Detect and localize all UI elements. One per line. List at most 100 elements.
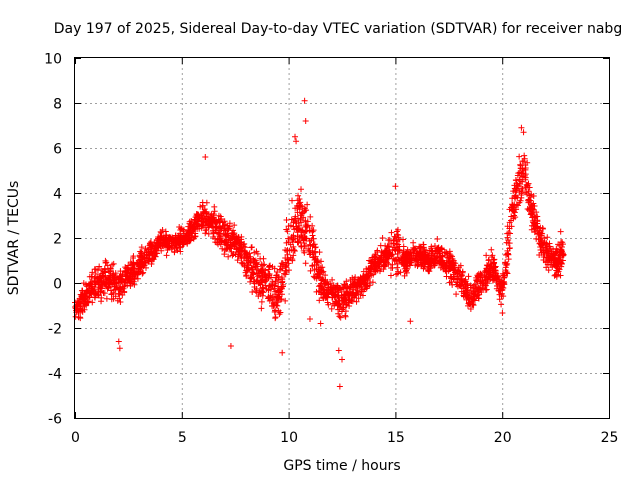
data-point bbox=[393, 228, 400, 235]
y-tick-label: 6 bbox=[53, 142, 62, 158]
data-point bbox=[557, 246, 564, 253]
data-point bbox=[247, 274, 254, 281]
data-point bbox=[105, 275, 112, 282]
data-point bbox=[554, 269, 561, 276]
data-point bbox=[211, 208, 218, 215]
data-point bbox=[336, 383, 343, 390]
data-point bbox=[353, 298, 360, 305]
data-point bbox=[237, 253, 244, 260]
data-point bbox=[463, 292, 470, 299]
data-point bbox=[302, 118, 309, 124]
data-point bbox=[311, 256, 318, 263]
data-point bbox=[513, 201, 520, 208]
data-point bbox=[153, 244, 160, 251]
data-point bbox=[313, 265, 320, 272]
data-point bbox=[117, 298, 124, 305]
data-point bbox=[314, 259, 321, 266]
data-point bbox=[526, 198, 533, 205]
data-point bbox=[460, 293, 467, 300]
data-point bbox=[411, 246, 418, 253]
data-point bbox=[279, 265, 286, 272]
data-point bbox=[292, 133, 299, 140]
data-point bbox=[275, 277, 282, 284]
data-point bbox=[95, 278, 102, 285]
data-point bbox=[405, 250, 412, 257]
data-point bbox=[210, 211, 217, 218]
data-point bbox=[458, 275, 465, 282]
data-point bbox=[341, 281, 348, 288]
data-point bbox=[276, 311, 283, 318]
data-point bbox=[230, 227, 237, 234]
data-point bbox=[503, 269, 510, 276]
data-point bbox=[437, 259, 444, 266]
data-point bbox=[302, 260, 309, 267]
data-point bbox=[297, 227, 304, 234]
data-point bbox=[87, 281, 94, 288]
data-point bbox=[510, 215, 517, 222]
data-point bbox=[312, 253, 319, 260]
data-point bbox=[258, 298, 265, 305]
data-point bbox=[289, 197, 296, 204]
data-point bbox=[544, 261, 551, 268]
data-point bbox=[215, 230, 222, 237]
data-point bbox=[301, 97, 308, 104]
data-point bbox=[498, 301, 505, 308]
data-point bbox=[95, 291, 102, 298]
data-point bbox=[231, 222, 238, 229]
data-point bbox=[79, 296, 86, 303]
data-point bbox=[82, 294, 89, 301]
data-point bbox=[500, 285, 507, 292]
data-point bbox=[198, 225, 205, 232]
data-point bbox=[177, 244, 184, 251]
data-point bbox=[279, 349, 286, 356]
data-point bbox=[372, 254, 379, 261]
data-point bbox=[231, 230, 238, 237]
x-axis-label: GPS time / hours bbox=[283, 458, 400, 474]
data-point bbox=[288, 234, 295, 241]
data-point bbox=[334, 294, 341, 301]
data-point bbox=[403, 267, 410, 274]
data-point bbox=[504, 270, 511, 277]
data-point bbox=[180, 226, 187, 233]
data-point bbox=[99, 281, 106, 288]
data-point bbox=[369, 279, 376, 286]
data-point bbox=[304, 201, 311, 208]
data-point bbox=[337, 314, 344, 321]
data-point bbox=[272, 315, 279, 322]
data-point bbox=[432, 259, 439, 266]
data-point bbox=[484, 277, 491, 284]
data-point bbox=[101, 266, 108, 273]
y-tick-label: -6 bbox=[48, 412, 62, 428]
data-point bbox=[483, 252, 490, 259]
data-point bbox=[462, 278, 469, 285]
data-point bbox=[110, 260, 117, 267]
data-point bbox=[308, 227, 315, 234]
data-point bbox=[278, 285, 285, 292]
data-point bbox=[116, 290, 123, 297]
data-point bbox=[309, 232, 316, 239]
data-point bbox=[406, 257, 413, 264]
data-point bbox=[215, 241, 222, 248]
data-point bbox=[168, 245, 175, 252]
data-point bbox=[392, 183, 399, 190]
data-point bbox=[224, 241, 231, 248]
data-point bbox=[160, 236, 167, 243]
data-point bbox=[350, 278, 357, 285]
data-point bbox=[99, 270, 106, 277]
data-point bbox=[205, 230, 212, 237]
data-point bbox=[514, 181, 521, 188]
data-point bbox=[225, 253, 232, 260]
data-point bbox=[521, 155, 528, 162]
data-point bbox=[247, 259, 254, 266]
data-point bbox=[503, 262, 510, 269]
data-point bbox=[141, 255, 148, 262]
data-point bbox=[116, 345, 123, 352]
data-point bbox=[345, 292, 352, 299]
data-point bbox=[496, 296, 503, 303]
data-point bbox=[537, 234, 544, 241]
data-point bbox=[543, 241, 550, 248]
data-point bbox=[482, 287, 489, 294]
data-point bbox=[121, 282, 128, 289]
data-point bbox=[434, 236, 441, 243]
data-point bbox=[436, 250, 443, 257]
